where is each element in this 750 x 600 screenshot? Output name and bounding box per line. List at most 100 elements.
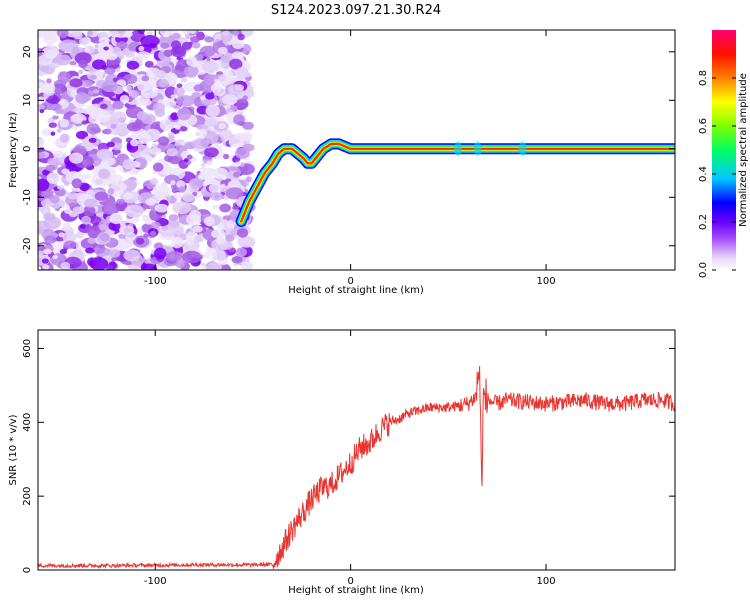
noise-speckle — [202, 252, 211, 259]
noise-speckle — [221, 94, 238, 105]
noise-speckle — [182, 250, 202, 264]
noise-speckle — [87, 237, 97, 244]
ridge-bump — [518, 141, 527, 156]
noise-speckle — [88, 114, 99, 124]
noise-speckle — [201, 162, 206, 167]
colorbar-gradient — [712, 30, 736, 270]
noise-speckle — [237, 33, 245, 41]
noise-speckle — [50, 131, 56, 136]
noise-speckle — [212, 167, 228, 179]
noise-speckle — [204, 118, 218, 128]
noise-speckle — [53, 83, 66, 94]
heatmap-noise — [38, 30, 256, 270]
noise-speckle — [210, 251, 217, 258]
y-tick-label: 200 — [22, 487, 33, 506]
noise-speckle — [186, 213, 202, 226]
noise-speckle — [229, 105, 238, 111]
noise-speckle — [205, 131, 219, 145]
noise-speckle — [191, 42, 201, 49]
noise-speckle — [152, 102, 165, 114]
noise-speckle — [83, 198, 98, 208]
noise-speckle — [210, 258, 216, 263]
noise-speckle — [136, 227, 143, 234]
noise-speckle — [171, 236, 184, 249]
noise-speckle — [159, 118, 172, 131]
noise-speckle — [84, 47, 90, 53]
noise-speckle — [182, 41, 192, 50]
noise-speckle — [116, 198, 126, 205]
noise-speckle — [68, 202, 76, 208]
y-tick-label: 0 — [22, 567, 33, 573]
noise-speckle — [119, 182, 127, 191]
noise-speckle — [106, 206, 114, 213]
noise-speckle — [38, 152, 46, 159]
noise-speckle — [59, 248, 68, 255]
noise-speckle — [62, 222, 71, 230]
noise-speckle — [38, 226, 44, 235]
noise-speckle — [42, 264, 50, 270]
noise-speckle — [212, 204, 220, 210]
noise-speckle — [141, 75, 150, 82]
noise-speckle — [172, 201, 192, 215]
noise-speckle — [179, 126, 188, 132]
noise-speckle — [146, 182, 154, 190]
noise-speckle — [75, 92, 89, 104]
ridge-band-4 — [240, 142, 675, 223]
ridge-bump — [473, 141, 482, 156]
noise-speckle — [62, 231, 77, 243]
noise-speckle — [54, 150, 64, 159]
colorbar-tick-label: 0.6 — [698, 118, 709, 134]
noise-speckle — [98, 37, 110, 45]
noise-speckle — [149, 177, 159, 186]
noise-speckle — [118, 233, 127, 239]
noise-speckle — [237, 235, 256, 248]
noise-speckle — [203, 74, 215, 86]
x-tick-label: -100 — [144, 576, 167, 587]
y-tick-label: -10 — [22, 189, 33, 205]
noise-speckle — [106, 141, 115, 148]
noise-speckle — [182, 193, 195, 202]
noise-speckle — [242, 121, 254, 130]
noise-speckle — [144, 128, 161, 142]
noise-speckle — [112, 100, 124, 110]
noise-speckle — [190, 36, 201, 43]
noise-speckle — [81, 120, 88, 125]
noise-speckle — [125, 51, 135, 58]
y-tick-label: 400 — [22, 413, 33, 432]
noise-speckle — [166, 251, 183, 262]
noise-speckle — [206, 262, 222, 270]
noise-speckle — [173, 86, 185, 97]
noise-speckle — [204, 36, 215, 43]
noise-speckle — [59, 118, 70, 128]
noise-speckle — [95, 178, 104, 185]
y-tick-label: 20 — [22, 45, 33, 58]
x-tick-label: 0 — [347, 276, 353, 287]
noise-speckle — [162, 32, 170, 38]
noise-speckle — [57, 71, 71, 84]
noise-speckle — [60, 261, 71, 270]
noise-speckle — [41, 128, 53, 136]
noise-speckle — [41, 46, 60, 58]
noise-speckle — [92, 59, 106, 70]
ridge-bump — [454, 141, 463, 156]
noise-speckle — [189, 30, 197, 34]
noise-speckle — [205, 104, 220, 118]
noise-speckle — [168, 214, 179, 221]
y-tick-label: 10 — [22, 94, 33, 107]
noise-speckle — [72, 206, 85, 215]
noise-speckle — [240, 261, 254, 270]
heatmap-ylabel: Frequency (Hz) — [8, 112, 19, 188]
noise-speckle — [219, 203, 232, 213]
noise-speckle — [49, 195, 60, 204]
noise-speckle — [89, 74, 97, 80]
noise-speckle — [228, 180, 241, 189]
noise-speckle — [164, 174, 180, 185]
noise-speckle — [130, 139, 139, 147]
snr-xlabel: Height of straight line (km) — [288, 585, 424, 596]
heatmap-ridge — [235, 138, 675, 227]
noise-speckle — [172, 32, 181, 40]
noise-speckle — [215, 236, 226, 245]
noise-speckle — [217, 47, 228, 54]
